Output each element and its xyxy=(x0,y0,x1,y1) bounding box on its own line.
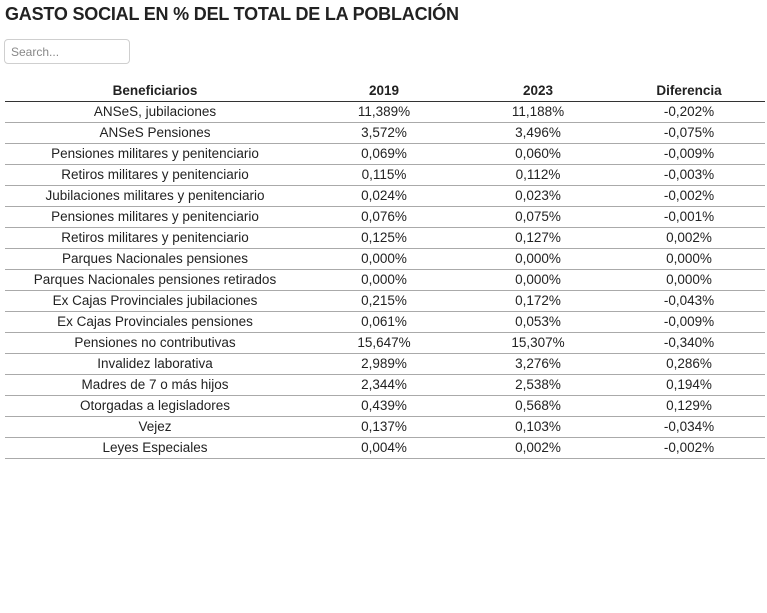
cell-diferencia: -0,340% xyxy=(613,332,765,354)
cell-2019: 0,024% xyxy=(305,185,463,207)
cell-2023: 0,568% xyxy=(463,395,613,417)
cell-beneficiario: Retiros militares y penitenciario xyxy=(5,164,305,186)
cell-2023: 0,000% xyxy=(463,269,613,291)
cell-beneficiario: Pensiones militares y penitenciario xyxy=(5,206,305,228)
cell-beneficiario: Parques Nacionales pensiones retirados xyxy=(5,269,305,291)
cell-2023: 15,307% xyxy=(463,332,613,354)
cell-2019: 3,572% xyxy=(305,122,463,144)
cell-2019: 15,647% xyxy=(305,332,463,354)
cell-2019: 2,344% xyxy=(305,374,463,396)
table-row: Ex Cajas Provinciales pensiones 0,061% 0,0… xyxy=(5,311,765,333)
data-table: Beneficiarios 2019 2023 Diferencia ANSeS… xyxy=(5,80,765,459)
table-row: Ex Cajas Provinciales jubilaciones 0,215%… xyxy=(5,290,765,312)
table-header-row: Beneficiarios 2019 2023 Diferencia xyxy=(5,80,765,102)
cell-2019: 0,000% xyxy=(305,248,463,270)
cell-2019: 0,137% xyxy=(305,416,463,438)
cell-diferencia: -0,043% xyxy=(613,290,765,312)
cell-beneficiario: Retiros militares y penitenciario xyxy=(5,227,305,249)
cell-2023: 0,002% xyxy=(463,437,613,459)
cell-2023: 11,188% xyxy=(463,101,613,123)
cell-2023: 0,053% xyxy=(463,311,613,333)
cell-diferencia: -0,002% xyxy=(613,437,765,459)
cell-diferencia: -0,009% xyxy=(613,311,765,333)
table-row: Parques Nacionales pensiones 0,000% 0,000%… xyxy=(5,248,765,270)
cell-diferencia: 0,286% xyxy=(613,353,765,375)
cell-2019: 0,115% xyxy=(305,164,463,186)
cell-2023: 0,127% xyxy=(463,227,613,249)
cell-2019: 0,069% xyxy=(305,143,463,165)
cell-diferencia: -0,003% xyxy=(613,164,765,186)
cell-2023: 0,023% xyxy=(463,185,613,207)
cell-beneficiario: Pensiones militares y penitenciario xyxy=(5,143,305,165)
cell-2023: 3,276% xyxy=(463,353,613,375)
cell-beneficiario: Leyes Especiales xyxy=(5,437,305,459)
cell-diferencia: 0,194% xyxy=(613,374,765,396)
table-row: Pensiones militares y penitenciario 0,076… xyxy=(5,206,765,228)
page-title: GASTO SOCIAL EN % DEL TOTAL DE LA POBLAC… xyxy=(5,4,459,24)
column-header-beneficiarios[interactable]: Beneficiarios xyxy=(5,80,305,102)
cell-beneficiario: Otorgadas a legisladores xyxy=(5,395,305,417)
table-row: Invalidez laborativa 2,989% 3,276% 0,286% xyxy=(5,353,765,375)
cell-beneficiario: ANSeS, jubilaciones xyxy=(5,101,305,123)
cell-beneficiario: Madres de 7 o más hijos xyxy=(5,374,305,396)
cell-2023: 0,075% xyxy=(463,206,613,228)
cell-2019: 0,439% xyxy=(305,395,463,417)
cell-2023: 2,538% xyxy=(463,374,613,396)
cell-beneficiario: Jubilaciones militares y penitenciario xyxy=(5,185,305,207)
table-row: Retiros militares y penitenciario 0,115% 0… xyxy=(5,164,765,186)
column-header-2019[interactable]: 2019 xyxy=(305,80,463,102)
column-header-diferencia[interactable]: Diferencia xyxy=(613,80,765,102)
cell-beneficiario: ANSeS Pensiones xyxy=(5,122,305,144)
table-row: Madres de 7 o más hijos 2,344% 2,538% 0,194… xyxy=(5,374,765,396)
cell-2019: 0,215% xyxy=(305,290,463,312)
cell-diferencia: 0,000% xyxy=(613,269,765,291)
cell-2019: 0,061% xyxy=(305,311,463,333)
table-row: Pensiones no contributivas 15,647% 15,307%… xyxy=(5,332,765,354)
cell-2023: 0,112% xyxy=(463,164,613,186)
cell-diferencia: -0,002% xyxy=(613,185,765,207)
search-input[interactable] xyxy=(4,39,130,64)
cell-2019: 11,389% xyxy=(305,101,463,123)
cell-diferencia: -0,034% xyxy=(613,416,765,438)
cell-2019: 2,989% xyxy=(305,353,463,375)
cell-2019: 0,125% xyxy=(305,227,463,249)
cell-beneficiario: Ex Cajas Provinciales pensiones xyxy=(5,311,305,333)
cell-diferencia: -0,001% xyxy=(613,206,765,228)
cell-diferencia: -0,075% xyxy=(613,122,765,144)
table-row: Vejez 0,137% 0,103% -0,034% xyxy=(5,416,765,438)
cell-diferencia: -0,202% xyxy=(613,101,765,123)
table-row: ANSeS Pensiones 3,572% 3,496% -0,075% xyxy=(5,122,765,144)
cell-beneficiario: Pensiones no contributivas xyxy=(5,332,305,354)
cell-2023: 3,496% xyxy=(463,122,613,144)
table-row: Otorgadas a legisladores 0,439% 0,568% 0,12… xyxy=(5,395,765,417)
table-row: Retiros militares y penitenciario 0,125% 0… xyxy=(5,227,765,249)
cell-2023: 0,060% xyxy=(463,143,613,165)
table-row: Jubilaciones militares y penitenciario 0,… xyxy=(5,185,765,207)
table-row: Pensiones militares y penitenciario 0,069… xyxy=(5,143,765,165)
cell-diferencia: 0,000% xyxy=(613,248,765,270)
cell-2023: 0,103% xyxy=(463,416,613,438)
cell-diferencia: 0,002% xyxy=(613,227,765,249)
column-header-2023[interactable]: 2023 xyxy=(463,80,613,102)
cell-2019: 0,000% xyxy=(305,269,463,291)
cell-diferencia: -0,009% xyxy=(613,143,765,165)
table-row: Leyes Especiales 0,004% 0,002% -0,002% xyxy=(5,437,765,459)
cell-2023: 0,000% xyxy=(463,248,613,270)
cell-diferencia: 0,129% xyxy=(613,395,765,417)
cell-2023: 0,172% xyxy=(463,290,613,312)
table-row: ANSeS, jubilaciones 11,389% 11,188% -0,202% xyxy=(5,101,765,123)
cell-2019: 0,004% xyxy=(305,437,463,459)
cell-2019: 0,076% xyxy=(305,206,463,228)
cell-beneficiario: Invalidez laborativa xyxy=(5,353,305,375)
cell-beneficiario: Ex Cajas Provinciales jubilaciones xyxy=(5,290,305,312)
table-row: Parques Nacionales pensiones retirados 0,… xyxy=(5,269,765,291)
table-body: ANSeS, jubilaciones 11,389% 11,188% -0,202%… xyxy=(5,101,765,459)
cell-beneficiario: Parques Nacionales pensiones xyxy=(5,248,305,270)
cell-beneficiario: Vejez xyxy=(5,416,305,438)
